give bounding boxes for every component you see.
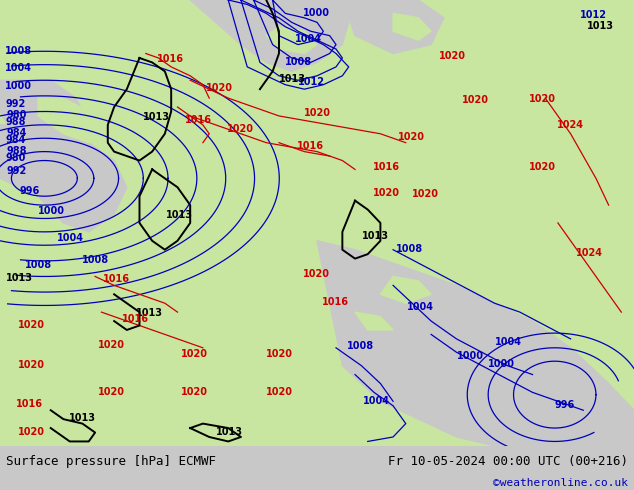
Text: 1000: 1000 <box>38 206 65 216</box>
Text: 1020: 1020 <box>303 270 330 279</box>
Text: 1020: 1020 <box>266 387 294 396</box>
Text: 1013: 1013 <box>68 413 96 423</box>
Text: 1016: 1016 <box>157 53 184 64</box>
Text: 1013: 1013 <box>216 427 243 437</box>
Text: 1013: 1013 <box>6 273 34 283</box>
Text: 980: 980 <box>6 110 27 120</box>
Text: 1020: 1020 <box>412 189 439 199</box>
Text: 1024: 1024 <box>576 248 603 258</box>
Polygon shape <box>0 80 89 178</box>
Text: 1016: 1016 <box>373 162 400 172</box>
Text: 1004: 1004 <box>295 34 322 45</box>
Text: 984: 984 <box>6 128 27 138</box>
Text: 996: 996 <box>19 186 39 196</box>
Text: 1008: 1008 <box>396 244 424 254</box>
Text: 1004: 1004 <box>57 233 84 243</box>
Text: 1008: 1008 <box>347 341 375 351</box>
Text: Fr 10-05-2024 00:00 UTC (00+216): Fr 10-05-2024 00:00 UTC (00+216) <box>387 455 628 468</box>
Text: 1000: 1000 <box>5 81 32 91</box>
Text: 1020: 1020 <box>398 132 425 143</box>
Text: 1016: 1016 <box>322 297 349 307</box>
Text: 1016: 1016 <box>122 314 149 324</box>
Polygon shape <box>0 125 127 232</box>
Text: 988: 988 <box>6 146 27 156</box>
Text: ©weatheronline.co.uk: ©weatheronline.co.uk <box>493 478 628 489</box>
Text: 1020: 1020 <box>181 387 208 396</box>
Text: 1020: 1020 <box>18 360 45 370</box>
Polygon shape <box>317 241 634 446</box>
Text: 1024: 1024 <box>557 121 584 130</box>
Text: 1020: 1020 <box>439 51 466 61</box>
Text: 1020: 1020 <box>462 95 489 104</box>
Text: 1020: 1020 <box>98 340 126 350</box>
Polygon shape <box>533 18 621 53</box>
Text: 1016: 1016 <box>185 115 212 124</box>
Polygon shape <box>393 13 431 40</box>
Text: 1013: 1013 <box>362 231 389 241</box>
Text: 1016: 1016 <box>103 274 130 284</box>
Polygon shape <box>38 98 101 143</box>
Text: 984: 984 <box>5 135 25 145</box>
Polygon shape <box>355 312 393 330</box>
Text: 1020: 1020 <box>206 83 233 94</box>
Text: 1000: 1000 <box>488 359 515 368</box>
Text: 1004: 1004 <box>363 395 390 406</box>
Text: 980: 980 <box>5 152 25 163</box>
Text: 1012: 1012 <box>580 10 607 20</box>
Text: 1012: 1012 <box>298 77 325 87</box>
Text: 988: 988 <box>5 117 25 127</box>
Text: 1016: 1016 <box>16 399 43 409</box>
Text: 1000: 1000 <box>456 351 484 361</box>
Text: 1020: 1020 <box>529 94 557 104</box>
Text: 1020: 1020 <box>227 123 254 134</box>
Polygon shape <box>266 27 317 53</box>
Text: 1020: 1020 <box>18 320 45 330</box>
Text: 1008: 1008 <box>5 46 32 55</box>
Text: 1008: 1008 <box>285 57 313 67</box>
Polygon shape <box>342 0 444 53</box>
Polygon shape <box>190 0 355 72</box>
Text: 1004: 1004 <box>5 63 32 74</box>
Text: 992: 992 <box>6 166 27 176</box>
Text: 1004: 1004 <box>495 337 522 347</box>
Text: 1020: 1020 <box>529 162 557 172</box>
Polygon shape <box>444 9 520 40</box>
Text: 996: 996 <box>555 400 575 410</box>
Text: 1013: 1013 <box>279 74 306 84</box>
Text: 1016: 1016 <box>297 142 324 151</box>
Polygon shape <box>380 276 431 303</box>
Text: 1020: 1020 <box>304 108 332 118</box>
Text: 1000: 1000 <box>303 8 330 18</box>
Text: 1013: 1013 <box>586 21 614 31</box>
Text: 1020: 1020 <box>373 188 400 198</box>
Polygon shape <box>0 0 634 446</box>
Text: 1004: 1004 <box>407 302 434 312</box>
Text: 1020: 1020 <box>18 427 45 437</box>
Text: 1008: 1008 <box>25 260 53 270</box>
Text: 1020: 1020 <box>181 349 208 359</box>
Text: 992: 992 <box>5 99 25 109</box>
Text: 1013: 1013 <box>143 112 170 122</box>
Text: 1008: 1008 <box>82 255 110 265</box>
Text: 1013: 1013 <box>166 211 193 220</box>
Text: 1020: 1020 <box>266 349 294 359</box>
Text: 1013: 1013 <box>136 308 164 318</box>
Text: 1020: 1020 <box>98 387 126 396</box>
Text: Surface pressure [hPa] ECMWF: Surface pressure [hPa] ECMWF <box>6 455 216 468</box>
